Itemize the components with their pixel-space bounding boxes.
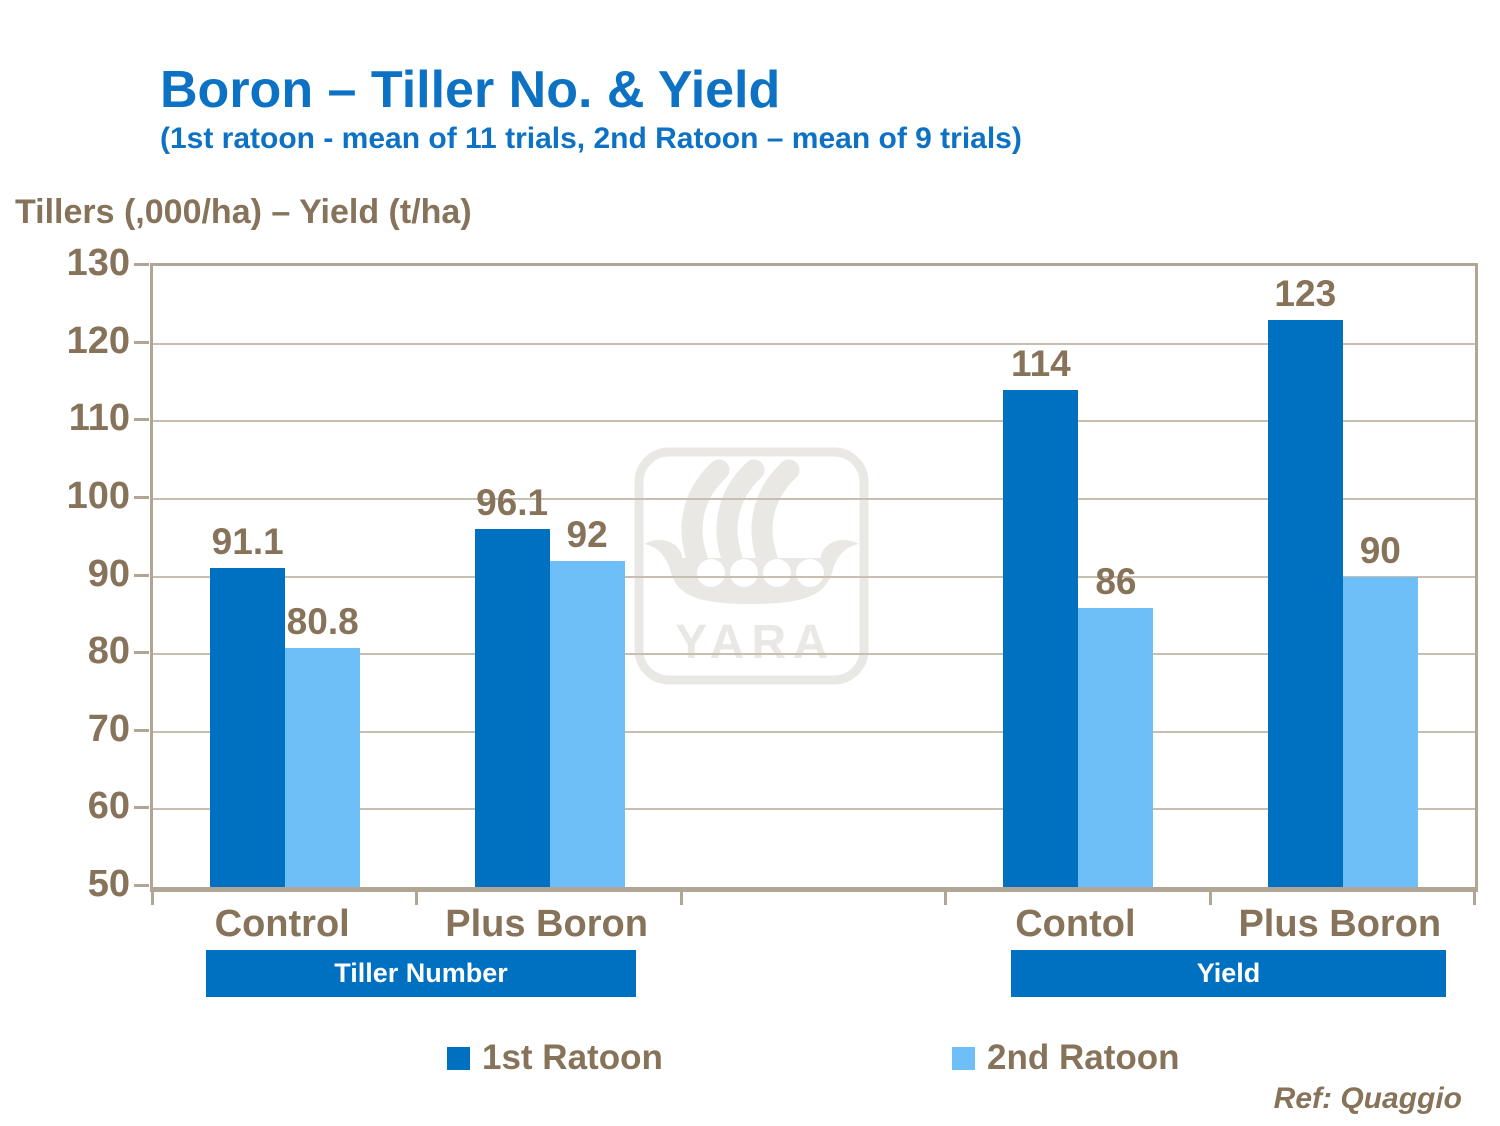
page-subtitle: (1st ratoon - mean of 11 trials, 2nd Rat… <box>160 122 1022 155</box>
yara-logo-watermark: YARA <box>634 447 869 685</box>
bar-1st-ratoon <box>1267 320 1343 887</box>
bar-2nd-ratoon <box>285 647 361 887</box>
y-axis-tick-label: 130 <box>66 242 130 284</box>
y-axis-tick-label: 60 <box>87 785 130 828</box>
category-label: Plus Boron <box>445 903 648 945</box>
legend-item-1st-ratoon: 1st Ratoon <box>447 1038 663 1078</box>
bar-value-label: 90 <box>1359 529 1401 571</box>
y-axis-tick-label: 80 <box>87 630 130 673</box>
bar-value-label: 92 <box>566 513 608 555</box>
bar-1st-ratoon <box>1003 390 1079 887</box>
group-band-label: Yield <box>1196 958 1261 988</box>
bar-value-label: 96.1 <box>476 482 549 524</box>
gridline <box>153 653 1475 656</box>
y-axis-tick-mark <box>134 418 149 422</box>
bar-2nd-ratoon <box>549 560 625 887</box>
x-axis-tick-mark <box>1473 892 1476 905</box>
y-axis-tick-label: 120 <box>66 319 130 362</box>
y-axis-tick-mark <box>134 495 149 499</box>
gridline <box>153 730 1475 733</box>
category-label: Plus Boron <box>1238 903 1442 945</box>
bar-value-label: 86 <box>1095 560 1137 602</box>
gridline <box>153 808 1475 811</box>
x-axis-tick-mark <box>415 892 419 905</box>
legend-swatch-1st-ratoon <box>447 1046 470 1070</box>
bar-value-label: 80.8 <box>286 600 359 642</box>
y-axis-tick-label: 70 <box>87 707 130 750</box>
y-axis-tick-mark <box>134 806 149 810</box>
group-band-yield: Yield <box>1011 950 1446 997</box>
legend-item-2nd-ratoon: 2nd Ratoon <box>952 1038 1179 1078</box>
watermark-text: YARA <box>675 616 835 669</box>
category-label: Control <box>214 903 350 945</box>
y-axis-tick-label: 50 <box>87 863 130 905</box>
plot-area: YARA 91.1 80.8 96.1 92 114 86 123 90 <box>150 263 1478 892</box>
bar-1st-ratoon <box>474 529 550 887</box>
gridline <box>153 497 1475 500</box>
legend-swatch-2nd-ratoon <box>952 1046 975 1070</box>
gridline <box>153 342 1475 345</box>
category-label: Contol <box>1015 903 1136 945</box>
bar-2nd-ratoon <box>1342 576 1418 887</box>
x-axis-tick-mark <box>944 892 948 905</box>
y-axis-title: Tillers (,000/ha) – Yield (t/ha) <box>15 193 472 231</box>
y-axis-tick-label: 90 <box>87 552 130 595</box>
bar-1st-ratoon <box>210 567 286 887</box>
y-axis-tick-label: 110 <box>68 397 130 440</box>
reference-text: Ref: Quaggio <box>1273 1082 1462 1115</box>
legend-label: 2nd Ratoon <box>987 1038 1180 1077</box>
group-band-tiller-number: Tiller Number <box>206 950 636 997</box>
bar-value-label: 114 <box>1011 343 1071 385</box>
gridline <box>153 575 1475 578</box>
bar-value-label: 91.1 <box>211 520 284 562</box>
y-axis-tick-mark <box>134 728 149 732</box>
y-axis-tick-label: 100 <box>66 474 130 517</box>
y-axis-tick-mark <box>134 884 149 887</box>
page-title: Boron – Tiller No. & Yield <box>160 61 781 119</box>
x-axis-tick-mark <box>151 892 154 905</box>
group-band-label: Tiller Number <box>334 958 508 988</box>
gridline <box>153 420 1475 423</box>
y-axis-tick-mark <box>134 651 149 655</box>
bar-2nd-ratoon <box>1078 607 1154 887</box>
x-axis-tick-mark <box>1208 892 1212 905</box>
y-axis-tick-mark <box>134 263 149 266</box>
bar-value-label: 123 <box>1274 273 1337 315</box>
legend-label: 1st Ratoon <box>482 1038 663 1077</box>
y-axis-tick-mark <box>134 340 149 344</box>
x-axis-tick-mark <box>679 892 683 905</box>
y-axis-tick-mark <box>134 573 149 577</box>
